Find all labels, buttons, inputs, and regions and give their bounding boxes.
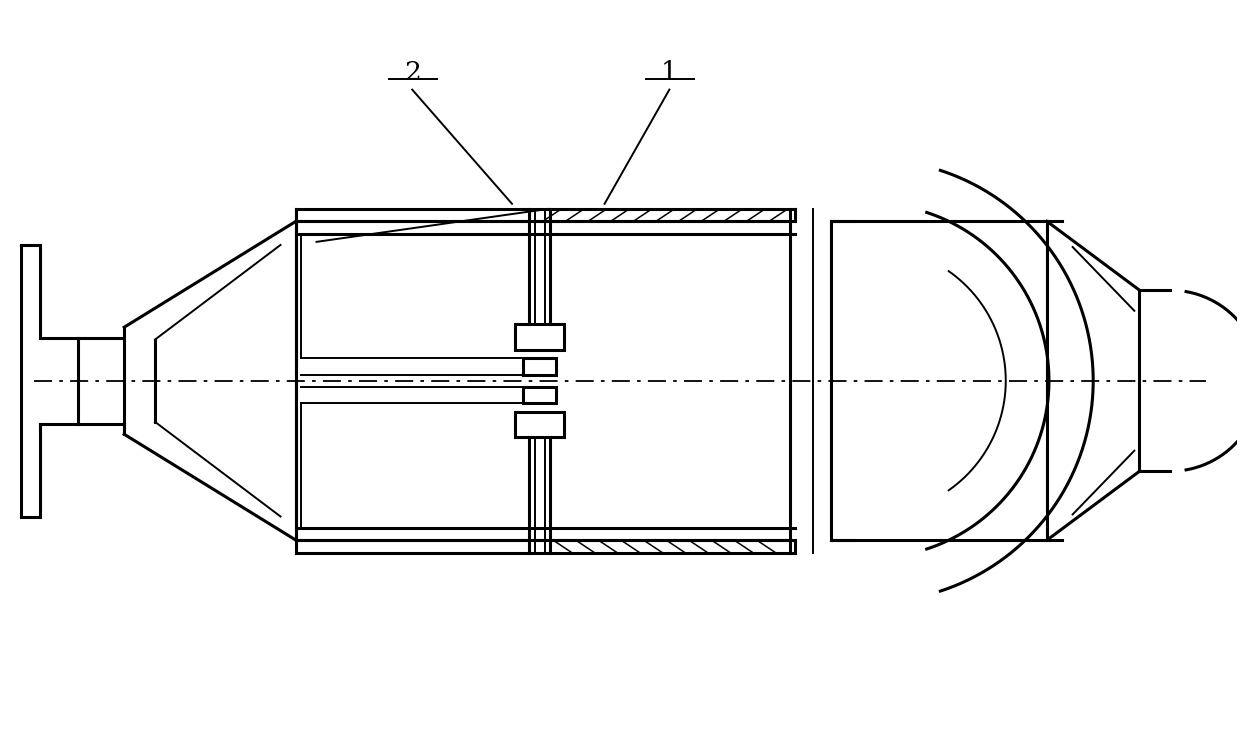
Bar [515, 324, 564, 350]
Bar [515, 411, 564, 437]
Text: 2: 2 [404, 60, 420, 85]
Bar [523, 358, 557, 375]
Text: 1: 1 [661, 60, 678, 85]
Bar [523, 387, 557, 403]
